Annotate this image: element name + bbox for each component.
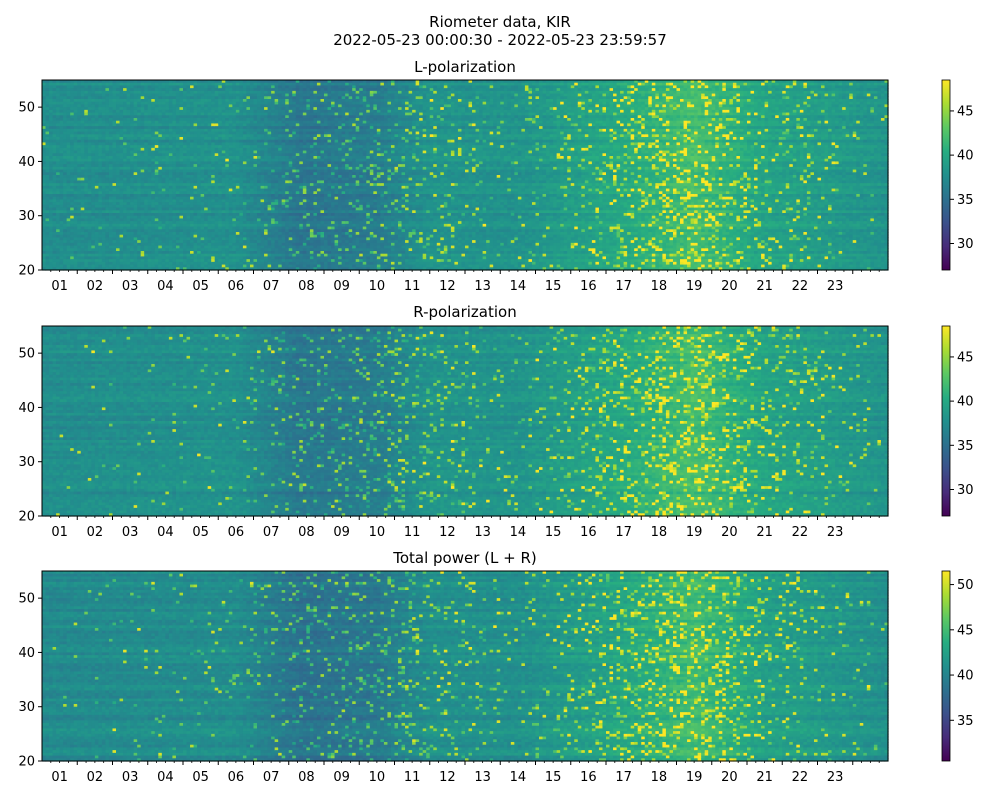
panel-title: L-polarization [414, 58, 516, 76]
figure-title-line1: Riometer data, KIR [429, 13, 571, 31]
figure-title-line2: 2022-05-23 00:00:30 - 2022-05-23 23:59:5… [333, 31, 667, 49]
figure: Riometer data, KIR 2022-05-23 00:00:30 -… [0, 0, 1000, 800]
heatmap-cells [42, 80, 889, 271]
